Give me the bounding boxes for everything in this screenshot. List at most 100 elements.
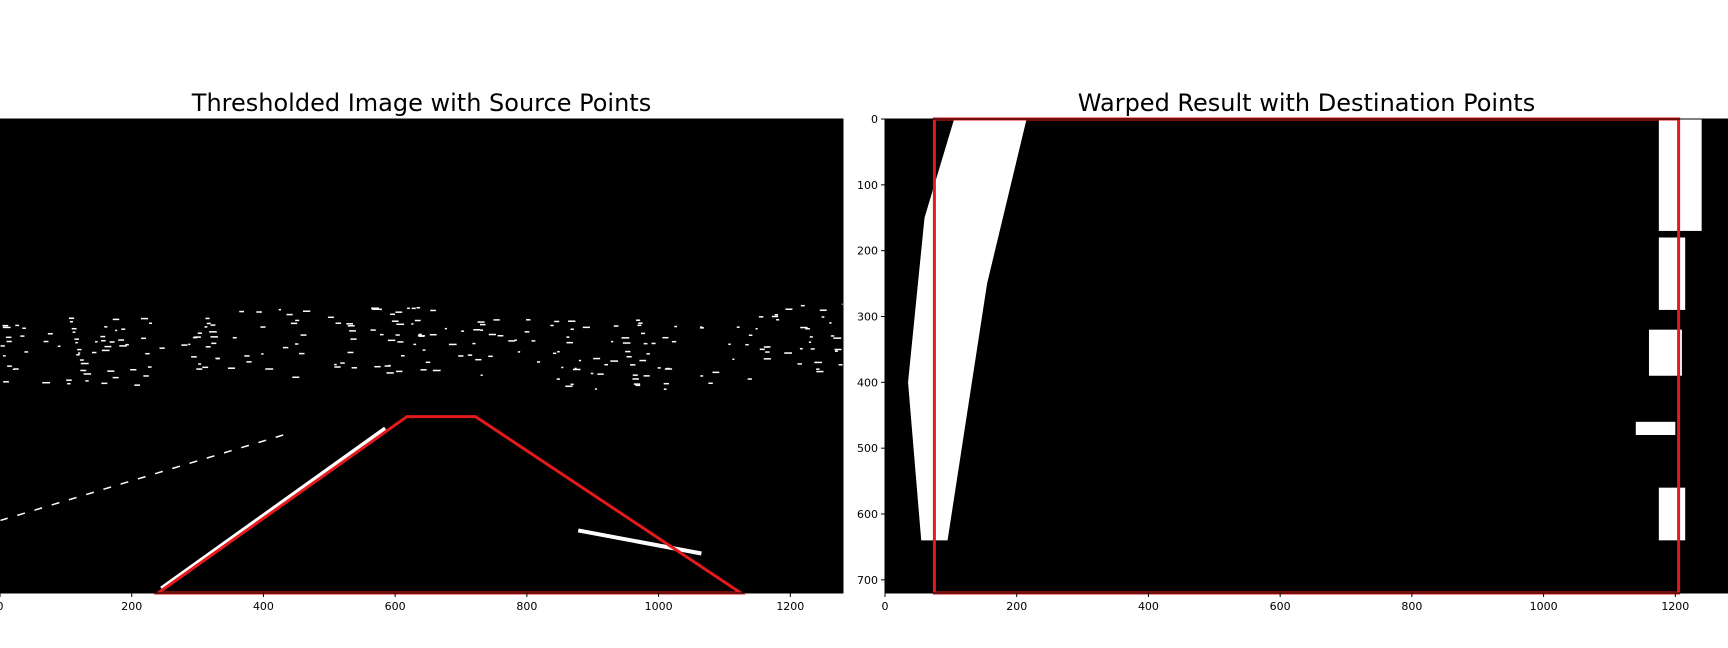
threshold-pixel bbox=[814, 361, 822, 364]
threshold-pixel bbox=[159, 347, 165, 349]
threshold-pixel bbox=[765, 351, 770, 353]
threshold-pixel bbox=[480, 374, 483, 376]
threshold-pixel bbox=[101, 382, 108, 385]
x-tick-label: 1200 bbox=[776, 600, 804, 613]
threshold-pixel bbox=[425, 361, 431, 364]
x-tick-label: 1200 bbox=[1661, 600, 1689, 613]
threshold-pixel bbox=[630, 364, 636, 366]
threshold-pixel bbox=[759, 348, 765, 351]
threshold-pixel bbox=[565, 385, 573, 388]
threshold-pixel bbox=[758, 316, 764, 318]
threshold-pixel bbox=[561, 366, 564, 369]
threshold-pixel bbox=[597, 373, 604, 375]
x-tick-label: 400 bbox=[1138, 600, 1159, 613]
threshold-pixel bbox=[66, 379, 72, 381]
threshold-pixel bbox=[819, 309, 827, 312]
threshold-pixel bbox=[204, 326, 208, 328]
threshold-pixel bbox=[637, 324, 642, 327]
threshold-pixel bbox=[582, 326, 590, 329]
threshold-pixel bbox=[834, 348, 842, 351]
threshold-pixel bbox=[708, 382, 713, 385]
threshold-pixel bbox=[196, 368, 201, 370]
threshold-pixel bbox=[830, 335, 835, 337]
threshold-pixel bbox=[79, 359, 84, 361]
threshold-pixel bbox=[418, 333, 422, 336]
lane-marking bbox=[577, 528, 702, 556]
threshold-pixel bbox=[767, 346, 771, 348]
threshold-pixel bbox=[475, 358, 482, 361]
threshold-pixel bbox=[557, 350, 560, 353]
threshold-pixel bbox=[80, 362, 89, 365]
threshold-pixel bbox=[335, 322, 342, 324]
threshold-pixel bbox=[594, 388, 597, 390]
image-content bbox=[0, 303, 846, 591]
axes-frame bbox=[0, 118, 844, 594]
threshold-pixel bbox=[300, 334, 307, 336]
threshold-pixel bbox=[57, 345, 61, 348]
threshold-pixel bbox=[420, 369, 427, 371]
threshold-pixel bbox=[497, 335, 504, 337]
threshold-pixel bbox=[635, 384, 641, 387]
threshold-pixel bbox=[524, 331, 530, 333]
threshold-pixel bbox=[396, 370, 403, 373]
threshold-pixel bbox=[206, 322, 211, 325]
threshold-pixel bbox=[747, 378, 752, 380]
image-area bbox=[885, 119, 1728, 593]
threshold-pixel bbox=[674, 325, 678, 328]
threshold-pixel bbox=[265, 368, 274, 370]
threshold-pixel bbox=[633, 383, 641, 385]
threshold-pixel bbox=[461, 330, 465, 332]
threshold-pixel bbox=[350, 338, 357, 340]
threshold-pixel bbox=[387, 339, 396, 342]
threshold-pixel bbox=[327, 316, 334, 319]
threshold-pixel bbox=[578, 359, 582, 362]
threshold-pixel bbox=[82, 369, 87, 372]
threshold-pixel bbox=[699, 327, 704, 329]
threshold-pixel bbox=[211, 342, 217, 345]
threshold-pixel bbox=[422, 349, 426, 351]
threshold-pixel bbox=[643, 342, 648, 345]
threshold-pixel bbox=[536, 361, 541, 363]
threshold-pixel bbox=[472, 342, 476, 345]
threshold-pixel bbox=[199, 368, 203, 370]
x-tick-label: 200 bbox=[1006, 600, 1027, 613]
threshold-pixel bbox=[72, 331, 76, 333]
image-area bbox=[0, 119, 843, 593]
threshold-pixel bbox=[763, 358, 771, 360]
threshold-pixel bbox=[657, 367, 661, 369]
left-lane-band bbox=[908, 119, 1027, 541]
threshold-pixel bbox=[115, 329, 118, 332]
threshold-pixel bbox=[12, 368, 15, 371]
threshold-pixel bbox=[517, 351, 521, 353]
threshold-pixel bbox=[101, 349, 110, 352]
threshold-pixel bbox=[112, 318, 120, 321]
threshold-pixel bbox=[748, 334, 753, 336]
threshold-pixel bbox=[458, 355, 464, 357]
threshold-pixel bbox=[2, 324, 9, 327]
threshold-pixel bbox=[388, 364, 391, 367]
threshold-pixel bbox=[77, 348, 82, 351]
threshold-pixel bbox=[838, 364, 846, 366]
threshold-pixel bbox=[85, 380, 89, 382]
y-tick-label: 300 bbox=[857, 311, 878, 324]
threshold-pixel bbox=[574, 367, 577, 370]
threshold-pixel bbox=[774, 313, 779, 316]
threshold-pixel bbox=[568, 320, 576, 322]
threshold-pixel bbox=[570, 383, 574, 386]
threshold-pixel bbox=[613, 325, 619, 327]
threshold-pixel bbox=[239, 310, 244, 313]
threshold-pixel bbox=[622, 342, 631, 344]
threshold-pixel bbox=[776, 319, 780, 321]
threshold-pixel bbox=[797, 363, 802, 365]
threshold-pixel bbox=[351, 367, 358, 369]
threshold-pixel bbox=[821, 316, 825, 318]
threshold-pixel bbox=[407, 307, 410, 310]
threshold-pixel bbox=[188, 343, 191, 346]
threshold-pixel bbox=[209, 331, 217, 333]
threshold-pixel bbox=[74, 338, 80, 340]
threshold-pixel bbox=[125, 343, 129, 346]
threshold-pixel bbox=[6, 340, 12, 343]
threshold-pixel bbox=[118, 339, 125, 341]
threshold-pixel bbox=[570, 328, 574, 330]
x-tick-label: 600 bbox=[1270, 600, 1291, 613]
